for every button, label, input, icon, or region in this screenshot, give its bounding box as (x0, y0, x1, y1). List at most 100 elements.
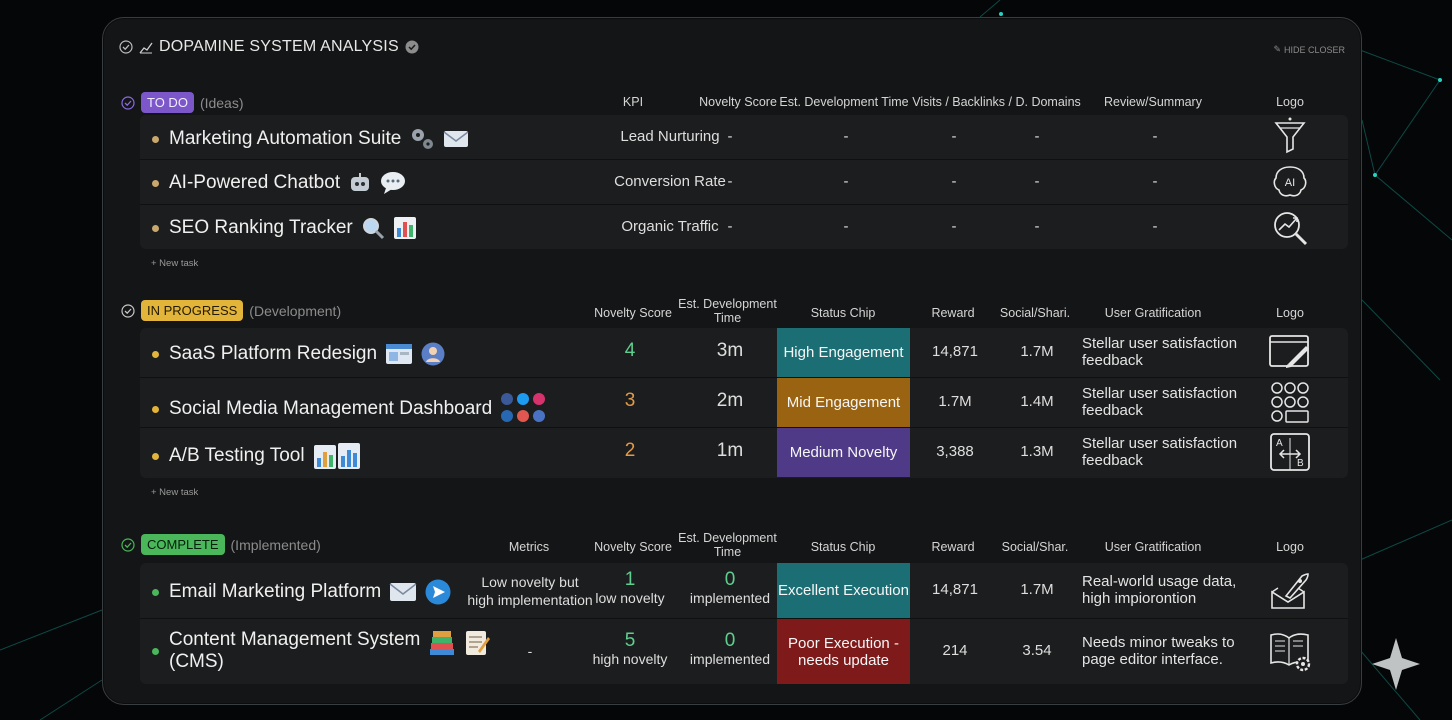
in-progress-subtitle: (Development) (249, 302, 342, 319)
social-grid-icon (1271, 382, 1309, 423)
trend-chart-icon (139, 40, 153, 54)
status-chip[interactable]: Excellent Execution (777, 563, 910, 618)
ab-charts-icon (313, 442, 361, 470)
col-header-dev-time: Est. Development Time (678, 297, 777, 325)
reward-value: 14,871 (932, 343, 978, 360)
status-chip[interactable]: Mid Engagement (777, 378, 910, 427)
table-row[interactable]: AI-Powered Chatbot Conversion Rate - - -… (140, 160, 1348, 205)
status-chip[interactable]: Medium Novelty (777, 428, 910, 477)
col-header-status: Status Chip (810, 540, 876, 554)
todo-chip[interactable]: TO DO (141, 92, 194, 113)
check-circle-icon (119, 40, 133, 54)
social-value: 1.7M (1020, 581, 1054, 598)
complete-chip[interactable]: COMPLETE (141, 534, 225, 555)
col-header-logo: Logo (1276, 95, 1304, 109)
check-circle-icon (121, 303, 135, 318)
social-value: 1.4M (1020, 393, 1054, 410)
task-name: A/B Testing Tool (169, 445, 305, 466)
send-icon (425, 579, 451, 605)
gratification-text: Stellar user satisfaction feedback (1082, 385, 1238, 419)
table-row[interactable]: Marketing Automation Suite Lead Nurturin… (140, 115, 1348, 160)
ai-brain-icon: AI (1273, 166, 1307, 197)
hide-closer-button[interactable]: ✎ HIDE CLOSER (1273, 44, 1345, 55)
user-avatar-icon (421, 342, 445, 366)
reward-value: 214 (942, 642, 968, 659)
svg-text:B: B (1297, 458, 1304, 469)
review-value: - (1152, 173, 1158, 190)
visits-value: - (951, 218, 957, 235)
task-name: AI-Powered Chatbot (169, 172, 341, 193)
table-row[interactable]: Social Media Management Dashboard 3 2m M… (140, 378, 1348, 428)
book-gear-icon (1270, 633, 1311, 672)
status-dot (152, 588, 159, 596)
dev-time-value: 3m (716, 340, 744, 361)
panel-title: DOPAMINE SYSTEM ANALYSIS (119, 38, 419, 56)
design-canvas-icon (1269, 335, 1309, 368)
gratification-text: Stellar user satisfaction feedback (1082, 335, 1238, 369)
review-value: - (1152, 218, 1158, 235)
col-header-review: Review/Summary (1104, 95, 1202, 109)
novelty-value: - (727, 218, 733, 235)
dev-time-sub: implemented (689, 590, 771, 606)
novelty-sub: low novelty (595, 590, 665, 606)
table-row[interactable]: A/B Testing Tool 2 1m Medium Novelty 3,3… (140, 428, 1348, 477)
col-header-social: Social/Shar. (1001, 540, 1069, 554)
metrics-value: Low novelty but high implementation (467, 574, 593, 608)
page-title: DOPAMINE SYSTEM ANALYSIS (159, 38, 399, 55)
todo-table: Marketing Automation Suite Lead Nurturin… (140, 115, 1348, 249)
status-dot (152, 179, 159, 187)
col-header-dev-time: Est. Development Time (678, 531, 777, 559)
backlinks-value: - (1034, 173, 1040, 190)
verified-badge-icon (405, 40, 419, 54)
dev-time-value: 0 (724, 630, 736, 651)
visits-value: - (951, 128, 957, 145)
in-progress-chip[interactable]: IN PROGRESS (141, 300, 244, 321)
status-chip[interactable]: High Engagement (777, 328, 910, 377)
table-row[interactable]: Content Management System (CMS) - 5 high … (140, 619, 1348, 684)
ab-test-icon: AB (1270, 433, 1310, 471)
svg-text:AI: AI (1285, 177, 1295, 189)
reward-value: 1.7M (938, 393, 972, 410)
todo-subtitle: (Ideas) (199, 94, 244, 111)
col-header-logo: Logo (1276, 540, 1304, 554)
col-header-reward: Reward (931, 306, 975, 320)
task-name: Marketing Automation Suite (169, 128, 402, 149)
task-name: SaaS Platform Redesign (169, 343, 378, 364)
metrics-value: - (527, 643, 533, 659)
status-chip[interactable]: Poor Execution - needs update (777, 619, 910, 684)
books-icon (428, 629, 456, 657)
kpi-value: Conversion Rate (614, 173, 726, 190)
new-task-todo[interactable]: + New task (151, 258, 199, 269)
reward-value: 3,388 (936, 443, 974, 460)
gears-icon (409, 126, 435, 152)
new-task-in-progress[interactable]: + New task (151, 487, 199, 498)
novelty-value: 5 (624, 630, 636, 651)
dev-time-sub: implemented (689, 651, 771, 667)
task-name: Social Media Management Dashboard (169, 398, 493, 419)
in-progress-table: SaaS Platform Redesign 4 3m High Engagem… (140, 328, 1348, 478)
status-dot (152, 224, 159, 232)
complete-header: COMPLETE (Implemented) (121, 534, 321, 555)
table-row[interactable]: Email Marketing Platform Low novelty but… (140, 563, 1348, 619)
in-progress-header: IN PROGRESS (Development) (121, 300, 341, 321)
novelty-value: 2 (624, 440, 636, 461)
social-value: 3.54 (1022, 642, 1052, 659)
social-value: 1.7M (1020, 343, 1054, 360)
table-row[interactable]: SEO Ranking Tracker Organic Traffic - - … (140, 205, 1348, 249)
novelty-value: 3 (624, 390, 636, 411)
col-header-gratification: User Gratification (1104, 540, 1202, 554)
backlinks-value: - (1034, 218, 1040, 235)
social-value: 1.3M (1020, 443, 1054, 460)
dev-time-cell: 0 implemented (685, 570, 775, 607)
backlinks-value: - (1034, 128, 1040, 145)
reward-value: 14,871 (932, 581, 978, 598)
col-header-metrics: Metrics (508, 540, 550, 554)
status-dot (152, 350, 159, 358)
search-growth-icon (1274, 212, 1308, 246)
col-header-status: Status Chip (810, 306, 876, 320)
dev-time-value: 2m (716, 390, 744, 411)
todo-header: TO DO (Ideas) (121, 92, 244, 113)
table-row[interactable]: SaaS Platform Redesign 4 3m High Engagem… (140, 328, 1348, 378)
envelope-icon (443, 129, 469, 149)
